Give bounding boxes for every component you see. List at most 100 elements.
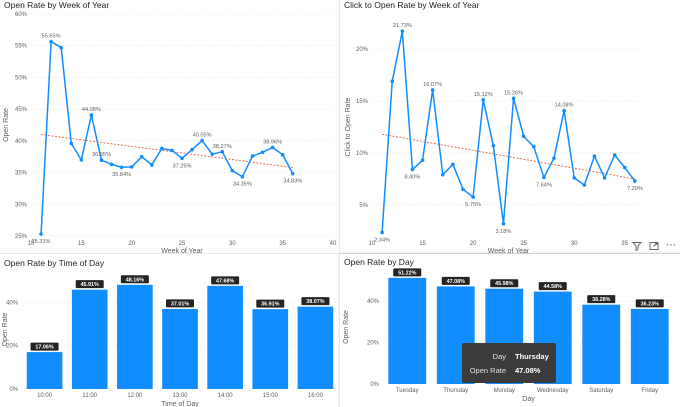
bar [207,285,243,389]
data-label: 34.83% [283,179,302,185]
data-point [582,183,587,187]
bar-value-label: 48.16% [126,277,144,283]
bar-label-bg [166,299,194,308]
focus-mode-icon[interactable] [649,241,659,251]
bar-chart-open-rate-time[interactable]: 0% 20% 40% 17.06% 10:00 45.91% 11:00 48.16% 12:0… [0,254,339,407]
bar [26,352,63,389]
y-tick-label: 10% [356,151,369,157]
data-point [39,232,43,236]
data-point [220,150,225,154]
data-point [420,158,425,163]
data-point [511,96,516,101]
x-tick-label: 10 [28,241,35,247]
bar-label-bg [211,276,240,285]
data-label: 55.65% [42,34,61,40]
data-point [150,163,154,167]
bar-label-bg [635,299,664,308]
data-point [200,138,204,143]
y-tick-label: 25% [15,234,28,240]
data-label: 21.73% [393,23,412,29]
bar [388,277,427,384]
data-label: 5.75% [465,202,481,208]
data-point [270,145,275,150]
data-point [592,154,597,158]
data-label: 25.31% [32,239,51,245]
y-tick-label: 0% [9,387,18,393]
x-tick-label: 20 [470,241,477,247]
data-point [290,171,295,176]
series-line [381,31,636,233]
data-label: 40.05% [193,133,212,139]
x-tick-label: 15 [78,241,85,247]
data-point [280,153,285,157]
y-tick-label: 50% [15,75,28,81]
data-point [119,165,124,170]
y-tick-label: 20% [367,341,380,347]
x-tick-label: 25 [520,241,527,247]
data-point [622,165,627,170]
y-tick-label: 0% [370,382,379,388]
y-tick-label: 30% [15,202,28,208]
y-axis-title: Click to Open Rate [345,98,352,157]
chart-title: Open Rate by Time of Day [4,258,105,268]
x-tick-label: 15 [419,241,426,247]
bar-value-label: 51.22% [398,270,416,276]
data-point [139,154,144,159]
bar-label-bg [256,299,285,308]
data-point [59,45,63,50]
data-label: 3.18% [496,229,512,235]
chart-open-rate-by-week: Open Rate by Week of Year 25% 30% 35% 40% 45… [0,0,339,255]
bar-value-label: 45.91% [81,282,99,288]
bar-label-bg [393,268,422,277]
filter-icon[interactable] [632,241,642,252]
data-point [160,146,164,151]
line-chart-open-rate-week[interactable]: 25% 30% 35% 40% 45% 50% 55% 60% 10 15 20 25 30 35 40 We… [0,0,339,255]
bar-value-label: 47.08% [447,279,465,285]
y-tick-label: 60% [15,12,28,18]
data-point [471,195,475,199]
bar [582,304,621,384]
x-axis-title: Week of Year [488,248,530,255]
data-label: 35.84% [112,172,131,178]
data-point [501,221,506,226]
data-point [240,174,245,179]
bar-label-bg [538,282,567,291]
bar-label-bg [441,276,470,285]
bar [252,309,289,389]
bar [630,308,669,384]
tooltip-rate-key: Open Rate [469,366,506,375]
data-tooltip: Day Thursday Open Rate 47.08% [462,343,556,383]
panel-divider [339,0,340,252]
data-point [180,156,184,161]
trend-line [382,133,635,180]
tooltip-day-key: Day [492,352,506,361]
x-axis-title: Day [522,396,535,403]
bar-value-label: 38.07% [306,299,324,305]
y-axis-title: Open Rate [3,108,10,142]
y-tick-label: 5% [359,203,368,209]
bar-label-bg [301,297,330,306]
bar-value-label: 44.58% [544,284,562,290]
data-point [562,108,566,113]
bar-value-label: 17.06% [35,345,53,351]
bar-value-label: 45.98% [495,281,513,287]
data-point [440,172,445,177]
bar-chart-open-rate-day[interactable]: 0% 20% 40% 51.22% Tuesday 47.08% Thursday 45.98… [340,254,680,407]
y-axis-title: Open Rate [343,310,350,344]
data-point [410,167,415,172]
data-point [190,147,194,152]
data-point [491,143,496,148]
x-tick-label: 14:00 [218,393,234,399]
data-label: 37.25% [173,163,192,169]
y-tick-label: 40% [367,299,380,305]
x-tick-label: Saturday [589,388,613,394]
data-point [542,175,546,180]
chart-title: Open Rate by Week of Year [4,0,110,10]
more-options-icon[interactable]: ⋯ [666,240,676,251]
data-point [129,165,134,169]
data-point [521,134,526,139]
x-tick-label: 20 [128,241,135,247]
chart-open-rate-by-time-of-day: Open Rate by Time of Day 0% 20% 40% 17.06% 1… [0,254,339,407]
x-tick-label: 12:00 [127,393,143,399]
